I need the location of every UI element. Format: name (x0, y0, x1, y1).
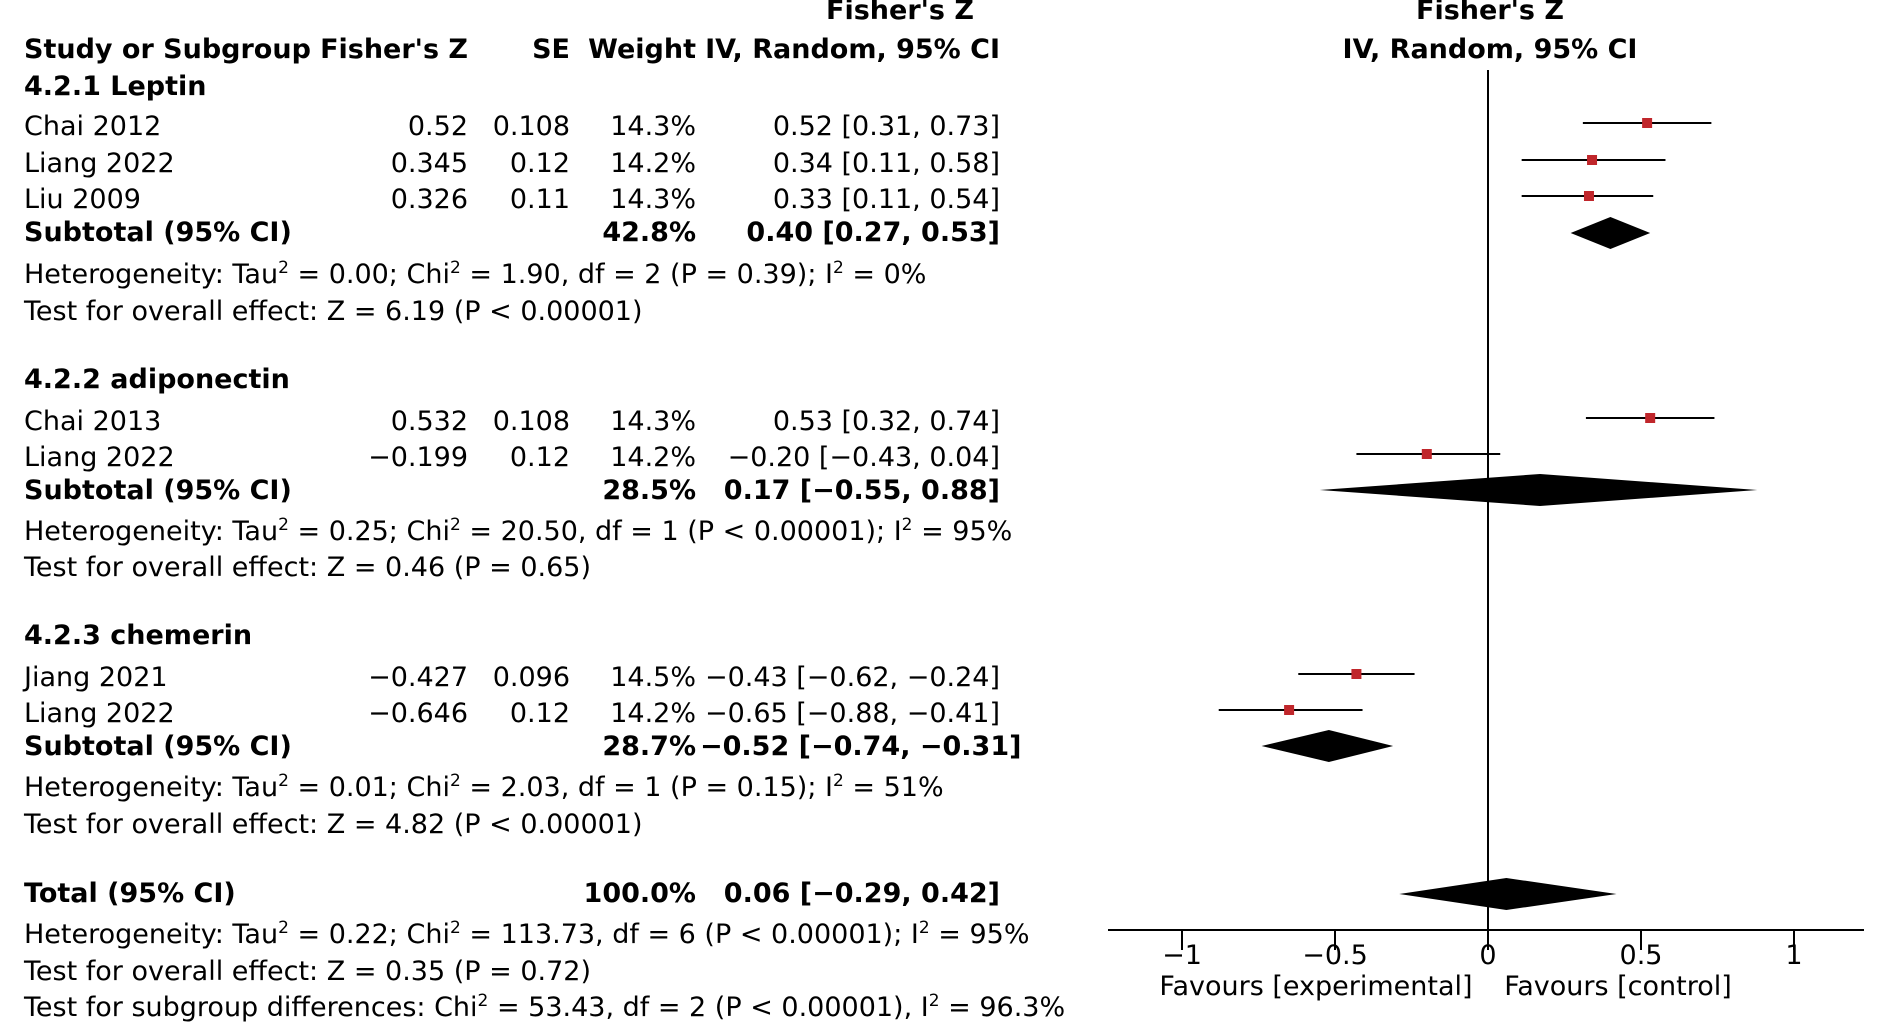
study-weight: 14.5% (610, 662, 696, 693)
study-name: Liang 2022 (24, 442, 175, 473)
study-ci: 0.52 [0.31, 0.73] (772, 111, 1000, 142)
axis-tick-label: 1 (1785, 940, 1802, 971)
plot-column-title: Fisher's Z (1416, 0, 1564, 26)
study-ci: 0.34 [0.11, 0.58] (772, 148, 1000, 179)
study-marker (1284, 705, 1295, 715)
subtotal-ci: 0.17 [−0.55, 0.88] (723, 475, 1000, 506)
favours-control-label: Favours [control] (1504, 971, 1732, 1002)
study-estimate: 0.326 (390, 184, 468, 215)
subtotal-label: Subtotal (95% CI) (24, 217, 292, 248)
study-weight: 14.3% (610, 184, 696, 215)
pooled-diamond (1319, 474, 1758, 506)
study-se: 0.12 (509, 698, 570, 729)
study-marker (1642, 118, 1653, 128)
study-name: Chai 2012 (24, 111, 162, 142)
study-estimate: 0.532 (390, 406, 468, 437)
subgroup-differences-text: Test for subgroup differences: Chi2 = 53… (24, 991, 1066, 1023)
study-name: Jiang 2021 (24, 662, 168, 693)
study-marker (1351, 669, 1362, 679)
axis-tick-label: 0 (1479, 940, 1496, 971)
subgroup-title: 4.2.1 Leptin (24, 71, 207, 102)
study-column-header: Study or Subgroup (24, 34, 311, 65)
study-estimate: 0.52 (407, 111, 468, 142)
overall-effect-text: Test for overall effect: Z = 4.82 (P < 0… (24, 809, 643, 840)
subtotal-ci: −0.52 [−0.74, −0.31] (700, 731, 1022, 762)
estimate-column-header: Fisher's Z (320, 34, 468, 65)
overall-effect-text: Test for overall effect: Z = 6.19 (P < 0… (24, 296, 643, 327)
study-ci: −0.65 [−0.88, −0.41] (704, 698, 1000, 729)
study-se: 0.096 (492, 662, 570, 693)
pooled-diamond (1399, 878, 1617, 910)
study-ci: 0.53 [0.32, 0.74] (772, 406, 1000, 437)
heterogeneity-text: Heterogeneity: Tau2 = 0.25; Chi2 = 20.50… (24, 515, 1013, 547)
study-name: Chai 2013 (24, 406, 162, 437)
total-overall-effect-text: Test for overall effect: Z = 0.35 (P = 0… (24, 956, 591, 987)
study-se: 0.11 (509, 184, 570, 215)
study-weight: 14.3% (610, 111, 696, 142)
pooled-diamond (1261, 730, 1394, 762)
study-weight: 14.2% (610, 698, 696, 729)
total-label: Total (95% CI) (24, 878, 236, 909)
axis-tick-label: 0.5 (1620, 940, 1663, 971)
axis-tick-label: −0.5 (1302, 940, 1368, 971)
se-column-header: SE (532, 34, 570, 65)
study-marker (1645, 413, 1656, 423)
subtotal-weight: 42.8% (602, 217, 696, 248)
study-estimate: −0.199 (368, 442, 468, 473)
total-heterogeneity-text: Heterogeneity: Tau2 = 0.22; Chi2 = 113.7… (24, 918, 1030, 950)
subtotal-label: Subtotal (95% CI) (24, 475, 292, 506)
study-estimate: 0.345 (390, 148, 468, 179)
pooled-diamond (1570, 217, 1651, 249)
study-ci: −0.43 [−0.62, −0.24] (704, 662, 1000, 693)
plot-column-header: IV, Random, 95% CI (1342, 34, 1638, 65)
study-estimate: −0.427 (368, 662, 468, 693)
subtotal-weight: 28.7% (602, 731, 696, 762)
study-name: Liang 2022 (24, 148, 175, 179)
subtotal-label: Subtotal (95% CI) (24, 731, 292, 762)
overall-effect-text: Test for overall effect: Z = 0.46 (P = 0… (24, 552, 591, 583)
subgroup-title: 4.2.2 adiponectin (24, 364, 290, 395)
study-se: 0.12 (509, 148, 570, 179)
heterogeneity-text: Heterogeneity: Tau2 = 0.00; Chi2 = 1.90,… (24, 258, 927, 290)
study-name: Liu 2009 (24, 184, 141, 215)
study-ci: 0.33 [0.11, 0.54] (772, 184, 1000, 215)
subtotal-ci: 0.40 [0.27, 0.53] (746, 217, 1000, 248)
subgroup-title: 4.2.3 chemerin (24, 620, 253, 651)
ci-column-header: IV, Random, 95% CI (705, 34, 1000, 65)
axis-tick-label: −1 (1162, 940, 1202, 971)
study-se: 0.12 (509, 442, 570, 473)
total-ci: 0.06 [−0.29, 0.42] (723, 878, 1000, 909)
study-se: 0.108 (492, 111, 570, 142)
heterogeneity-text: Heterogeneity: Tau2 = 0.01; Chi2 = 2.03,… (24, 771, 944, 803)
study-weight: 14.2% (610, 148, 696, 179)
subtotal-weight: 28.5% (602, 475, 696, 506)
weight-column-header: Weight (588, 34, 696, 65)
study-ci: −0.20 [−0.43, 0.04] (727, 442, 1000, 473)
study-name: Liang 2022 (24, 698, 175, 729)
study-se: 0.108 (492, 406, 570, 437)
study-marker (1421, 449, 1432, 459)
ci-column-title: Fisher's Z (826, 0, 974, 26)
favours-experimental-label: Favours [experimental] (1159, 971, 1473, 1002)
study-weight: 14.3% (610, 406, 696, 437)
study-weight: 14.2% (610, 442, 696, 473)
total-weight: 100.0% (583, 878, 696, 909)
study-marker (1587, 155, 1598, 165)
study-estimate: −0.646 (368, 698, 468, 729)
study-marker (1583, 191, 1594, 201)
